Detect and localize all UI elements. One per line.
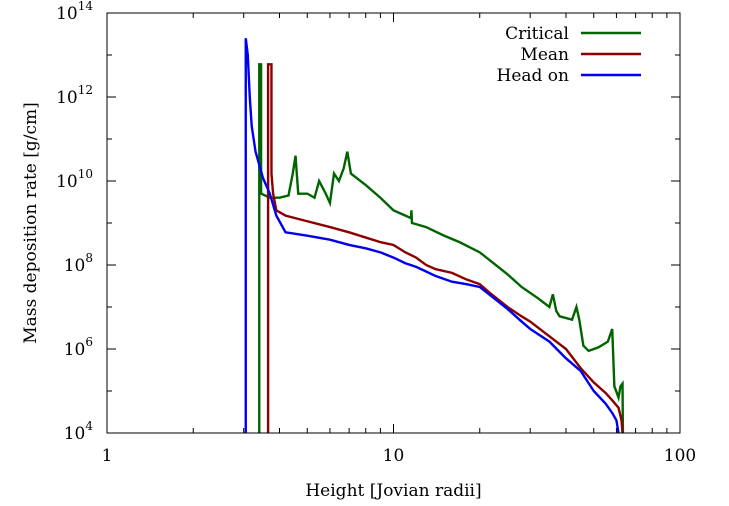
y-axis-label: Mass deposition rate [g/cm] [21,102,41,344]
series-line-1 [266,63,624,434]
y-tick-exponent: 14 [78,0,94,13]
y-tick-base: 10 [56,88,78,108]
x-tick-label: 1 [102,446,113,466]
y-tick-base: 10 [64,424,86,444]
y-tick-base: 10 [64,256,86,276]
y-tick-exponent: 4 [85,419,93,433]
y-tick-label: 1012 [56,83,93,108]
y-tick-base: 10 [64,340,86,360]
y-tick-exponent: 8 [85,251,93,265]
x-tick-label: 10 [383,446,405,466]
y-tick-label: 108 [64,251,93,276]
series-line-2 [244,38,620,434]
plot-lines [244,38,625,434]
y-tick-base: 10 [56,4,78,24]
y-tick-exponent: 6 [85,335,93,349]
y-tick-label: 1010 [56,167,93,192]
x-tick-label: 100 [664,446,696,466]
x-axis-label: Height [Jovian radii] [305,481,481,501]
axis-ticks [106,12,681,434]
legend-label-1: Mean [520,45,569,65]
x-tick-labels: 1 10 100 [102,446,697,466]
y-tick-label: 104 [64,419,94,444]
y-tick-exponent: 12 [78,83,93,97]
series-line-0 [258,63,625,434]
y-tick-base: 10 [56,172,78,192]
y-tick-exponent: 10 [78,167,93,181]
legend-label-0: Critical [505,24,569,44]
y-tick-label: 1014 [56,0,93,24]
legend-label-2: Head on [497,66,570,86]
y-tick-label: 106 [64,335,93,360]
